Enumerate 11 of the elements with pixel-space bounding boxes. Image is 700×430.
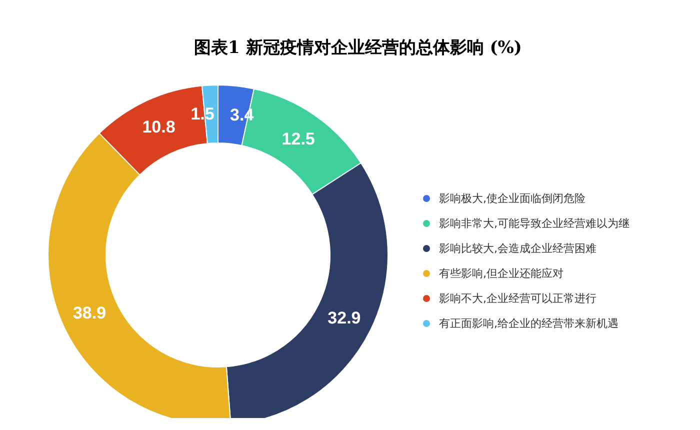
data-label: 32.9 — [328, 308, 361, 328]
legend-label: 有些影响,但企业还能应对 — [439, 266, 564, 282]
data-label: 10.8 — [142, 118, 176, 137]
chart-title: 图表1 新冠疫情对企业经营的总体影响 (%) — [193, 37, 523, 59]
legend-label: 影响不大,企业经营可以正常进行 — [439, 291, 596, 307]
data-label: 12.5 — [282, 130, 315, 149]
legend-label: 影响非常大,可能导致企业经营难以为继 — [439, 216, 630, 232]
data-label: 38.9 — [72, 304, 106, 323]
legend-label: 影响极大,使企业面临倒闭危险 — [439, 191, 586, 207]
legend-label: 有正面影响,给企业的经营带来新机遇 — [439, 316, 618, 332]
legend-label: 影响比较大,会造成企业经营困难 — [439, 241, 596, 257]
